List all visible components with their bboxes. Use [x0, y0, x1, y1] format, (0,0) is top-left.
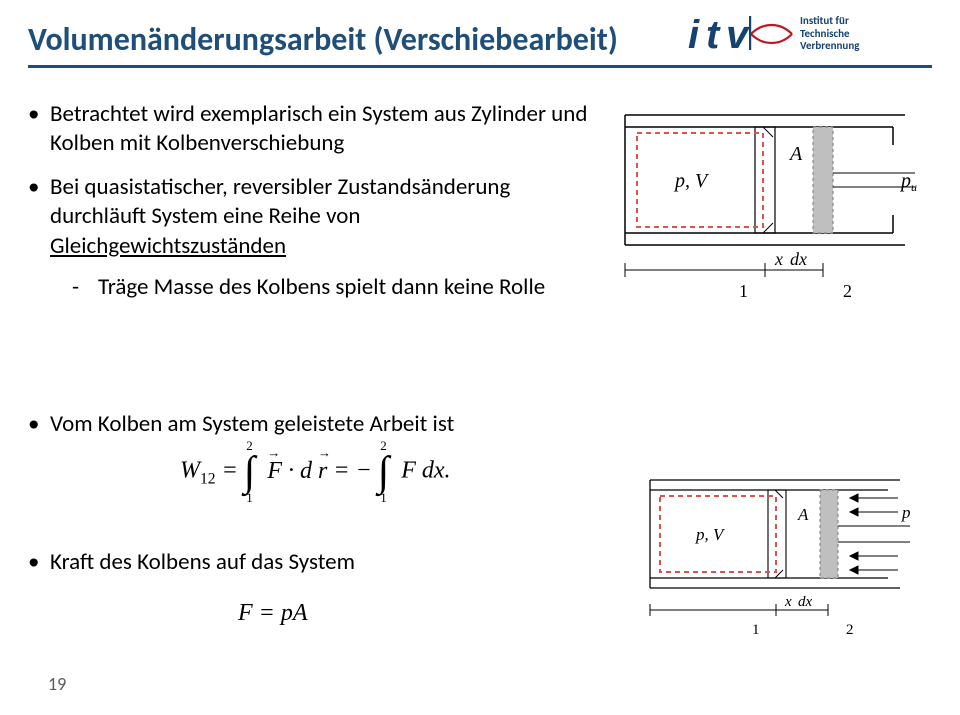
equation-work: W12 = ∫21 F · d r = − ∫21 F dx.	[180, 448, 451, 496]
bullet-list: Kraft des Kolbens auf das System	[28, 548, 588, 591]
label-1: 1	[739, 281, 748, 301]
bullet-item: Betrachtet wird exemplarisch ein System …	[28, 100, 588, 159]
eq-dr: d r	[300, 458, 327, 484]
bullet-item: Kraft des Kolbens auf das System	[28, 548, 588, 577]
cylinder-outline	[625, 115, 905, 245]
label-x: x	[774, 249, 783, 269]
label-dx: dx	[790, 249, 807, 269]
label-x: x	[784, 594, 792, 610]
logo-v: v	[726, 13, 751, 57]
logo-text: Institut für Technische Verbrennung	[800, 15, 859, 53]
sub-bullet-item: Träge Masse des Kolbens spielt dann kein…	[72, 273, 588, 302]
dim-mark	[763, 223, 773, 233]
piston-diagram-bottom: A p, V p x dx 1 2	[640, 470, 930, 670]
equation-force: F = pA	[238, 600, 308, 627]
label-pV: p, V	[695, 525, 726, 544]
institute-logo: i t v Institut für Technische Verbrennun…	[688, 8, 938, 60]
page-title: Volumenänderungsarbeit (Verschiebearbeit…	[28, 20, 618, 59]
bullet-list: Betrachtet wird exemplarisch ein System …	[28, 100, 588, 317]
bullet-text: Kraft des Kolbens auf das System	[50, 548, 355, 576]
bullet-item: Vom Kolben am System geleistete Arbeit i…	[28, 410, 588, 439]
label-pu: pu	[899, 170, 917, 194]
logo-divider	[749, 16, 751, 50]
logo-mark-icon: i t v	[688, 10, 798, 58]
piston-diagram-top: A p, V pu x dx 1 2	[615, 105, 935, 335]
dim-mark	[763, 127, 773, 137]
bullet-text: Vom Kolben am System geleistete Arbeit i…	[50, 410, 454, 438]
bullet-text: Träge Masse des Kolbens spielt dann kein…	[98, 273, 545, 301]
bullet-item: Bei quasistatischer, reversibler Zustand…	[28, 173, 588, 303]
flame-arc-icon	[751, 34, 792, 43]
pressure-arrows-icon	[850, 494, 898, 574]
piston-pos2	[820, 490, 838, 578]
flame-arc-icon	[751, 25, 792, 34]
bullet-list: Vom Kolben am System geleistete Arbeit i…	[28, 410, 588, 453]
bullet-text: Bei quasistatischer, reversibler Zustand…	[50, 173, 510, 230]
dim-mark	[775, 490, 783, 498]
bullet-text: Betrachtet wird exemplarisch ein System …	[50, 100, 587, 157]
logo-t: t	[706, 13, 721, 57]
label-2: 2	[846, 622, 854, 638]
label-A: A	[788, 143, 803, 165]
piston-pos1	[755, 127, 775, 233]
piston-pos2	[813, 127, 833, 233]
label-dx: dx	[798, 594, 813, 610]
title-underline	[28, 65, 932, 68]
label-pV: p, V	[673, 170, 710, 192]
label-A: A	[797, 505, 809, 524]
logo-i: i	[688, 13, 700, 57]
label-2: 2	[843, 281, 852, 301]
label-1: 1	[752, 622, 760, 638]
page-number: 19	[48, 673, 66, 695]
label-p: p	[901, 503, 911, 522]
bullet-link-text: Gleichgewichtszuständen	[50, 232, 286, 260]
